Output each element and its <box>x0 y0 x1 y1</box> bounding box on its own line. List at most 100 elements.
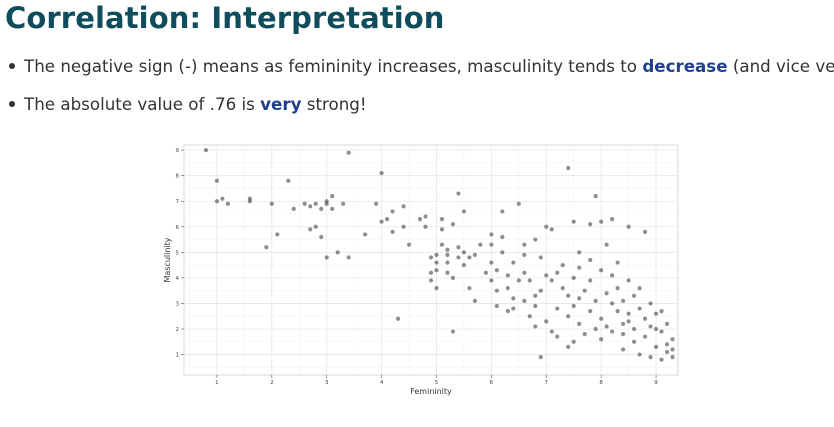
scatter-point <box>500 250 505 255</box>
axis-ticks: 1 2 3 4 5 6 7 8 9 1 2 3 4 5 6 7 8 9 <box>176 148 659 386</box>
bullet-item-absolute-value: The absolute value of .76 is very strong… <box>0 92 834 130</box>
scatter-point <box>571 339 576 344</box>
scatter-point <box>610 329 615 334</box>
scatter-point <box>390 209 395 214</box>
scatter-point <box>439 227 445 232</box>
scatter-point <box>593 326 598 332</box>
scatter-point <box>214 178 220 183</box>
scatter-point <box>593 194 598 199</box>
scatter-point <box>472 298 478 303</box>
scatter-point <box>615 260 620 265</box>
scatter-point <box>626 319 631 324</box>
scatter-point <box>483 270 488 275</box>
scatter-point <box>588 257 593 263</box>
y-tick-label: 2 <box>176 327 180 333</box>
scatter-point <box>631 339 637 344</box>
scatter-point <box>653 326 659 332</box>
scatter-point <box>544 319 549 324</box>
scatter-point <box>577 265 582 270</box>
scatter-point <box>467 286 472 291</box>
scatter-point <box>626 224 631 229</box>
scatter-point <box>549 278 554 283</box>
scatter-point <box>610 301 615 306</box>
scatter-point <box>494 288 499 293</box>
scatter-point <box>599 219 604 224</box>
scatter-point <box>324 255 329 260</box>
scatter-point <box>511 260 516 265</box>
scatter-point <box>363 232 368 237</box>
scatter-point <box>406 242 412 247</box>
scatter-point <box>659 357 664 362</box>
scatter-point <box>610 217 615 222</box>
y-tick-label: 4 <box>176 276 180 282</box>
scatter-point <box>637 286 642 291</box>
scatter-point <box>505 309 510 314</box>
scatter-point <box>395 316 401 321</box>
scatter-point <box>527 278 532 283</box>
scatter-point <box>653 311 659 316</box>
scatter-point <box>522 242 527 247</box>
scatter-point <box>330 194 335 199</box>
scatter-point <box>588 278 593 283</box>
scatter-point <box>203 148 209 153</box>
scatter-point <box>544 224 549 229</box>
scatter-point <box>549 329 554 334</box>
scatter-point <box>423 214 428 219</box>
scatter-point <box>516 201 521 206</box>
scatter-point <box>631 326 637 332</box>
scatter-point <box>582 288 587 293</box>
scatter-point <box>379 171 384 176</box>
x-tick-label: 6 <box>490 380 494 386</box>
scatter-point <box>577 250 582 255</box>
bullet-list: The negative sign (-) means as femininit… <box>0 54 834 130</box>
scatter-point <box>566 344 571 349</box>
scatter-point <box>450 329 456 334</box>
highlight-word: decrease <box>642 56 728 76</box>
scatter-point <box>511 306 516 311</box>
scatter-point <box>384 217 390 222</box>
scatter-point <box>225 201 231 206</box>
scatter-point <box>346 255 351 260</box>
scatter-point <box>511 296 516 301</box>
scatter-point <box>571 303 576 309</box>
scatter-point <box>461 263 467 268</box>
scatter-point <box>549 227 554 232</box>
scatter-plot: 1 2 3 4 5 6 7 8 9 1 2 3 4 5 6 7 8 9 Femininity Masculinit… <box>163 144 679 396</box>
x-tick-label: 2 <box>270 380 274 386</box>
bullet-item-negative-sign: The negative sign (-) means as femininit… <box>0 54 834 92</box>
scatter-point <box>445 247 450 252</box>
scatter-point <box>560 263 565 268</box>
x-tick-label: 3 <box>325 380 329 386</box>
scatter-point <box>494 268 499 273</box>
scatter-point <box>472 252 478 257</box>
scatter-point <box>428 255 434 260</box>
y-tick-label: 1 <box>176 353 180 359</box>
x-axis-label: Femininity <box>410 387 452 396</box>
scatter-point <box>604 324 609 329</box>
scatter-point <box>247 196 252 201</box>
scatter-point <box>461 209 467 214</box>
scatter-point <box>286 178 291 183</box>
scatter-point <box>374 201 379 206</box>
scatter-point <box>615 309 620 314</box>
scatter-point <box>648 301 653 306</box>
scatter-point <box>324 199 329 204</box>
scatter-point <box>533 303 538 309</box>
scatter-point <box>577 296 582 301</box>
y-tick-label: 9 <box>176 148 180 154</box>
scatter-point <box>538 288 543 293</box>
scatter-point <box>659 309 664 314</box>
scatter-point <box>566 293 571 298</box>
highlight-word: very <box>260 94 302 114</box>
scatter-point <box>313 224 318 229</box>
scatter-point <box>533 324 538 329</box>
scatter-point <box>533 293 538 298</box>
scatter-point <box>319 234 324 240</box>
scatter-point <box>659 329 664 334</box>
slide-title: Correlation: Interpretation <box>5 1 445 35</box>
scatter-point <box>335 250 340 255</box>
bullet-text: strong! <box>301 94 367 114</box>
scatter-point <box>604 242 609 247</box>
scatter-point <box>379 219 384 224</box>
